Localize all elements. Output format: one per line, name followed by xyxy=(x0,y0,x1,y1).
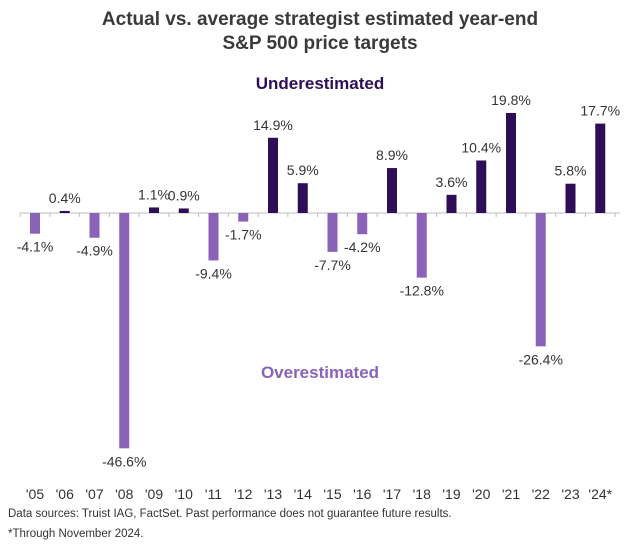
x-tick-label: '05 xyxy=(26,486,44,502)
bar-'17 xyxy=(387,168,397,213)
data-label: 1.1% xyxy=(138,186,170,202)
data-label: -1.7% xyxy=(225,227,262,243)
data-label: -4.1% xyxy=(17,239,54,255)
data-label: 10.4% xyxy=(461,139,501,155)
bar-'05 xyxy=(30,213,40,234)
bar-'19 xyxy=(446,194,457,213)
data-label: 0.4% xyxy=(49,190,81,206)
data-label: 3.6% xyxy=(436,174,468,190)
bar-'09 xyxy=(149,207,159,213)
x-tick-label: '23 xyxy=(561,486,579,502)
x-tick-label: '06 xyxy=(56,486,74,502)
bar-'10 xyxy=(178,208,189,213)
data-label: -26.4% xyxy=(519,351,563,367)
x-tick-label: '09 xyxy=(145,486,163,502)
x-tick-label: '16 xyxy=(353,486,371,502)
data-label: -12.8% xyxy=(400,283,444,299)
data-label: 17.7% xyxy=(580,103,620,119)
data-sources-note: Data sources: Truist IAG, FactSet. Past … xyxy=(8,508,452,520)
x-tick-label: '12 xyxy=(234,486,252,502)
x-tick-label: '19 xyxy=(442,486,460,502)
data-label: 5.8% xyxy=(555,163,587,179)
x-tick-label: '07 xyxy=(85,486,103,502)
bar-'15 xyxy=(327,213,338,252)
x-tick-label: '17 xyxy=(383,486,401,502)
bar-'16 xyxy=(357,213,368,235)
bar-'14 xyxy=(297,183,308,213)
data-label: 5.9% xyxy=(287,162,319,178)
bar-'20 xyxy=(476,160,487,213)
x-tick-label: '15 xyxy=(323,486,341,502)
annotation-overestimated: Overestimated xyxy=(261,363,379,382)
x-tick-label: '20 xyxy=(472,486,490,502)
x-tick-label: '24* xyxy=(588,486,612,502)
data-label: 0.9% xyxy=(168,187,200,203)
bar-'22 xyxy=(535,213,546,347)
data-label: -46.6% xyxy=(102,453,146,469)
bar-'08 xyxy=(119,213,130,449)
x-tick-label: '11 xyxy=(205,486,222,502)
bar-'24* xyxy=(595,123,606,213)
data-label: -7.7% xyxy=(314,257,351,273)
bar-'06 xyxy=(59,210,70,213)
chart-title-line-2: S&P 500 price targets xyxy=(222,33,418,54)
x-tick-label: '18 xyxy=(413,486,431,502)
bar-'23 xyxy=(565,183,576,213)
data-label: 8.9% xyxy=(376,147,408,163)
x-tick-label: '21 xyxy=(502,486,520,502)
bar-'13 xyxy=(268,137,278,213)
x-tick-label: '14 xyxy=(294,486,312,502)
x-tick-label: '22 xyxy=(532,486,550,502)
annotation-underestimated: Underestimated xyxy=(256,74,384,93)
x-tick-label: '13 xyxy=(264,486,282,502)
chart-title-line-1: Actual vs. average strategist estimated … xyxy=(101,9,539,30)
data-label: -9.4% xyxy=(195,265,232,281)
bar-'12 xyxy=(238,213,249,222)
bar-'21 xyxy=(506,113,516,213)
chart-title: Actual vs. average strategist estimated … xyxy=(0,8,640,56)
x-tick-label: '10 xyxy=(175,486,193,502)
x-tick-label: '08 xyxy=(115,486,133,502)
data-label: -4.2% xyxy=(344,239,381,255)
data-label: 19.8% xyxy=(491,92,531,108)
data-label: -4.9% xyxy=(76,243,113,259)
bar-'11 xyxy=(208,213,219,261)
data-label: 14.9% xyxy=(253,117,293,133)
footnote: *Through November 2024. xyxy=(8,528,144,540)
bar-'18 xyxy=(416,213,427,278)
bar-'07 xyxy=(89,213,100,238)
